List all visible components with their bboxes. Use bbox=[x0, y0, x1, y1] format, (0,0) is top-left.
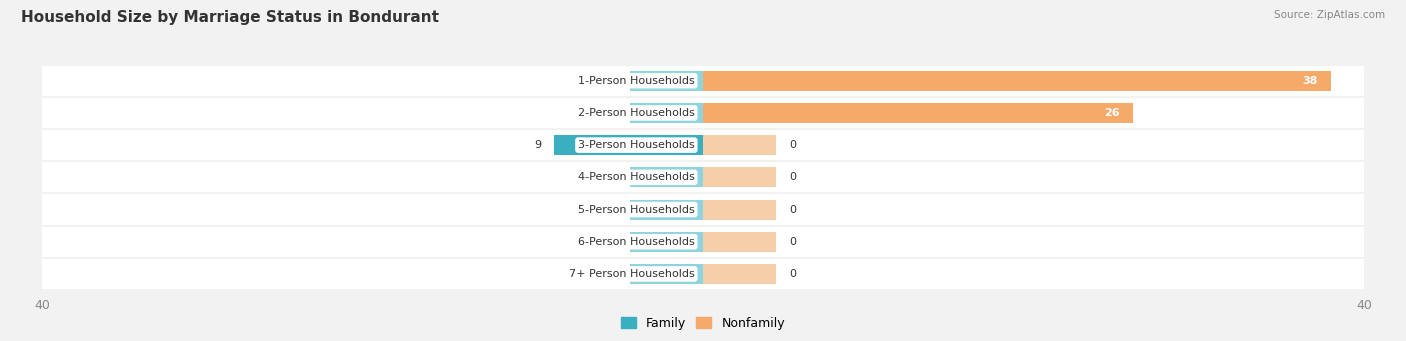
FancyBboxPatch shape bbox=[703, 259, 1364, 289]
Text: 9: 9 bbox=[534, 140, 541, 150]
FancyBboxPatch shape bbox=[42, 130, 703, 160]
FancyBboxPatch shape bbox=[42, 227, 703, 257]
Bar bbox=[630, 232, 703, 252]
FancyBboxPatch shape bbox=[703, 130, 1364, 160]
Bar bbox=[703, 103, 1133, 123]
Text: 0: 0 bbox=[789, 269, 796, 279]
Bar bbox=[703, 71, 1330, 91]
Text: 0: 0 bbox=[610, 237, 617, 247]
Text: 7+ Person Households: 7+ Person Households bbox=[569, 269, 695, 279]
Text: Source: ZipAtlas.com: Source: ZipAtlas.com bbox=[1274, 10, 1385, 20]
FancyBboxPatch shape bbox=[42, 259, 703, 289]
Text: Household Size by Marriage Status in Bondurant: Household Size by Marriage Status in Bon… bbox=[21, 10, 439, 25]
Text: 5-Person Households: 5-Person Households bbox=[578, 205, 695, 214]
FancyBboxPatch shape bbox=[703, 162, 1364, 192]
Bar bbox=[703, 264, 776, 284]
FancyBboxPatch shape bbox=[703, 227, 1364, 257]
FancyBboxPatch shape bbox=[703, 65, 1364, 96]
Text: 0: 0 bbox=[789, 140, 796, 150]
FancyBboxPatch shape bbox=[703, 194, 1364, 225]
Legend: Family, Nonfamily: Family, Nonfamily bbox=[616, 312, 790, 335]
Bar bbox=[703, 232, 776, 252]
Text: 2-Person Households: 2-Person Households bbox=[578, 108, 695, 118]
Text: 0: 0 bbox=[610, 76, 617, 86]
Text: 0: 0 bbox=[610, 205, 617, 214]
Text: 0: 0 bbox=[789, 237, 796, 247]
Bar bbox=[703, 199, 776, 220]
Text: 0: 0 bbox=[789, 172, 796, 182]
Text: 0: 0 bbox=[610, 172, 617, 182]
Text: 0: 0 bbox=[610, 269, 617, 279]
FancyBboxPatch shape bbox=[42, 65, 703, 96]
FancyBboxPatch shape bbox=[42, 98, 703, 128]
FancyBboxPatch shape bbox=[42, 194, 703, 225]
Text: 4-Person Households: 4-Person Households bbox=[578, 172, 695, 182]
Text: 26: 26 bbox=[1104, 108, 1119, 118]
FancyBboxPatch shape bbox=[42, 162, 703, 192]
Text: 0: 0 bbox=[610, 108, 617, 118]
Bar bbox=[703, 135, 776, 155]
Bar bbox=[630, 199, 703, 220]
Text: 3-Person Households: 3-Person Households bbox=[578, 140, 695, 150]
Text: 6-Person Households: 6-Person Households bbox=[578, 237, 695, 247]
FancyBboxPatch shape bbox=[703, 98, 1364, 128]
Text: 1-Person Households: 1-Person Households bbox=[578, 76, 695, 86]
Bar bbox=[630, 103, 703, 123]
Bar bbox=[630, 167, 703, 187]
Bar bbox=[703, 167, 776, 187]
Bar bbox=[630, 264, 703, 284]
Text: 38: 38 bbox=[1302, 76, 1317, 86]
Bar bbox=[630, 71, 703, 91]
Bar bbox=[554, 135, 703, 155]
Text: 0: 0 bbox=[789, 205, 796, 214]
